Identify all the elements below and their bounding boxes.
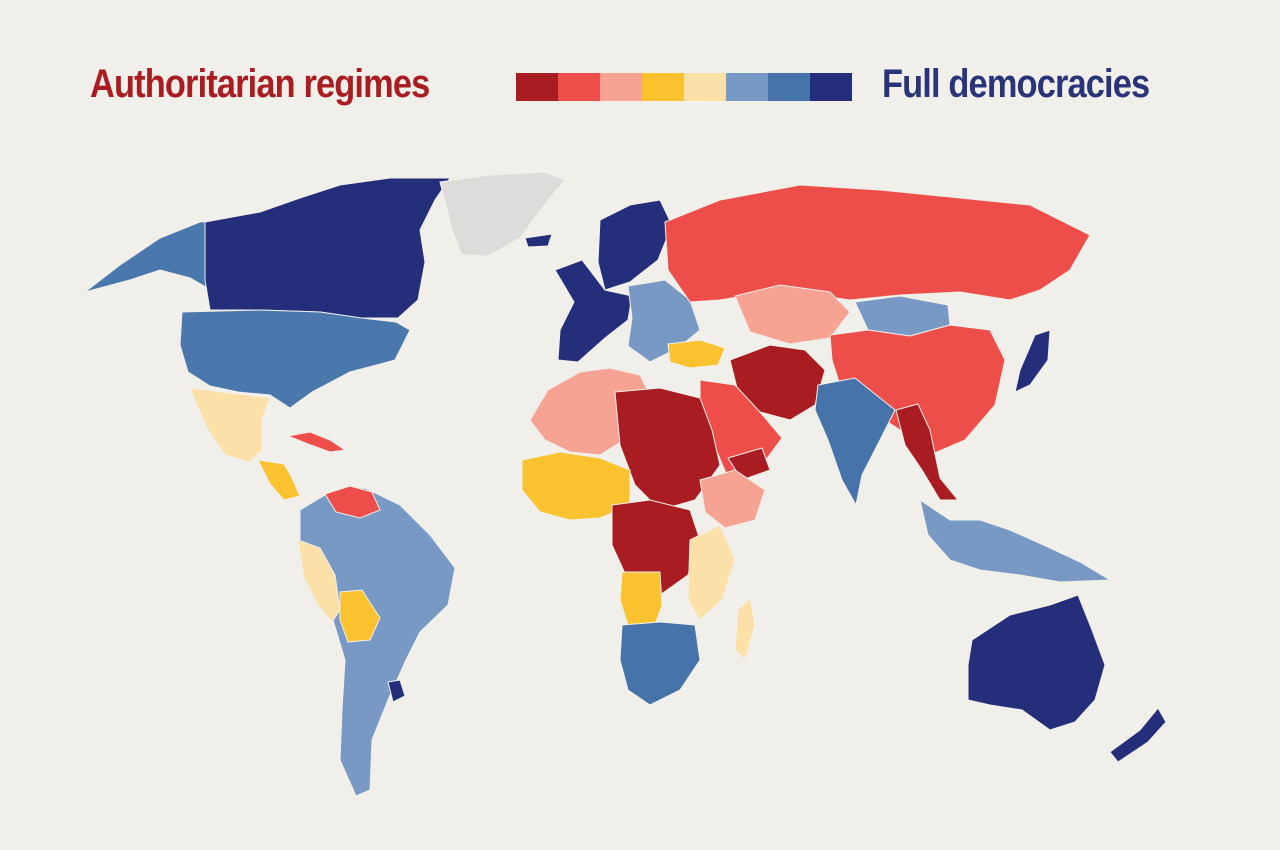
legend-swatch (600, 73, 642, 101)
legend-swatch (768, 73, 810, 101)
region-mexico (189, 387, 271, 463)
region-southern-africa (619, 621, 701, 706)
region-cuba (286, 431, 347, 453)
region-peru (297, 539, 341, 623)
region-myanmar (895, 403, 960, 501)
legend-swatch (516, 73, 558, 101)
region-canada (204, 177, 451, 319)
region-scandinavia (597, 199, 673, 291)
region-kazakhstan (734, 284, 851, 345)
region-japan (1014, 329, 1051, 393)
region-central-america (257, 459, 301, 501)
legend-swatch (810, 73, 852, 101)
legend-authoritarian-label: Authoritarian regimes (90, 62, 430, 106)
region-uruguay (387, 679, 406, 703)
region-angola (619, 571, 663, 626)
legend-color-scale (516, 73, 852, 101)
region-greenland (439, 171, 566, 257)
region-russia (664, 184, 1091, 303)
region-bolivia (339, 589, 381, 643)
legend-swatch (684, 73, 726, 101)
region-turkey (667, 339, 726, 369)
legend-swatch (558, 73, 600, 101)
region-central-africa (611, 499, 701, 596)
region-new-zealand (1109, 707, 1167, 763)
region-southeast-asia (919, 498, 1112, 583)
legend-democracy-label: Full democracies (882, 62, 1150, 106)
region-madagascar (734, 596, 756, 661)
region-south-america (299, 487, 456, 797)
region-iceland (524, 233, 553, 248)
region-australia (967, 594, 1106, 731)
region-usa (179, 309, 411, 409)
region-venezuela (324, 485, 381, 519)
region-ethiopia (699, 469, 766, 529)
region-india (814, 377, 896, 507)
region-western-europe (554, 259, 633, 363)
region-east-africa (687, 524, 736, 621)
legend-swatch (726, 73, 768, 101)
legend-swatch (642, 73, 684, 101)
